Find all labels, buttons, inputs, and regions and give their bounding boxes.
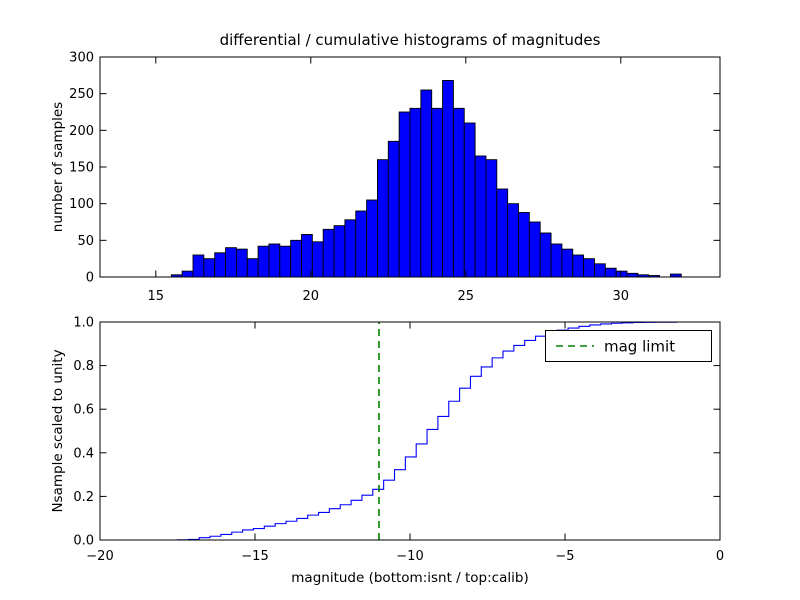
y-tick-label: 300 bbox=[69, 51, 94, 66]
hist-bar bbox=[420, 89, 433, 278]
hist-bar bbox=[290, 239, 302, 278]
x-tick-label: −20 bbox=[86, 549, 113, 564]
hist-bar bbox=[203, 258, 216, 278]
y-tick-label: 0.8 bbox=[73, 359, 94, 374]
hist-bar bbox=[268, 243, 281, 278]
hist-bar bbox=[507, 203, 519, 278]
y-tick-label: 100 bbox=[69, 197, 94, 212]
hist-bar bbox=[344, 219, 357, 278]
hist-bar bbox=[257, 245, 270, 278]
hist-bar bbox=[572, 254, 585, 278]
x-tick-label: 0 bbox=[716, 549, 724, 564]
x-tick-label: −15 bbox=[241, 549, 268, 564]
x-tick-label: −5 bbox=[555, 549, 574, 564]
hist-bar bbox=[431, 107, 444, 278]
x-tick-label: 20 bbox=[303, 289, 320, 304]
hist-bar bbox=[452, 107, 465, 278]
legend: mag limit bbox=[545, 330, 712, 362]
hist-bar bbox=[409, 107, 422, 278]
x-tick-label: −10 bbox=[396, 549, 423, 564]
hist-bar bbox=[387, 140, 400, 278]
hist-bar bbox=[561, 248, 574, 278]
hist-bar bbox=[192, 254, 205, 278]
y-tick-label: 1.0 bbox=[73, 316, 94, 331]
hist-bar bbox=[615, 270, 628, 278]
x-tick-label: 30 bbox=[613, 289, 630, 304]
y-tick-label: 0.6 bbox=[73, 403, 94, 418]
hist-bar bbox=[322, 228, 335, 278]
y-tick-label: 0.0 bbox=[73, 534, 94, 549]
y-tick-label: 200 bbox=[69, 124, 94, 139]
bottom-cumulative-axes: −20 −15 −10 −5 0 0.0 0.2 0.4 0.6 0.8 1.0 bbox=[73, 316, 724, 565]
y-tick-label: 50 bbox=[77, 234, 94, 249]
hist-bar bbox=[485, 159, 498, 278]
y-tick-label: 0.4 bbox=[73, 446, 94, 461]
hist-bar bbox=[442, 80, 454, 278]
hist-bar bbox=[366, 199, 378, 278]
x-tick-label: 15 bbox=[148, 289, 165, 304]
hist-bar bbox=[496, 188, 509, 278]
hist-bar bbox=[528, 221, 541, 278]
chart-title: differential / cumulative histograms of … bbox=[220, 31, 601, 49]
hist-bar bbox=[550, 243, 563, 278]
y-tick-label: 250 bbox=[69, 87, 94, 102]
y-tick-label: 150 bbox=[69, 161, 94, 176]
hist-bar bbox=[235, 248, 248, 278]
hist-bar bbox=[539, 232, 552, 278]
hist-bar bbox=[626, 272, 639, 278]
cumulative-step-line bbox=[100, 321, 720, 541]
hist-bar bbox=[604, 267, 617, 278]
hist-bar bbox=[377, 159, 389, 278]
hist-bar bbox=[474, 155, 487, 278]
y-tick-label: 0.2 bbox=[73, 490, 94, 505]
hist-bar bbox=[279, 245, 292, 278]
bottom-y-axis-label: Nsample scaled to unity bbox=[50, 349, 66, 512]
hist-bar bbox=[463, 122, 476, 278]
hist-bar bbox=[355, 210, 368, 278]
hist-bar bbox=[594, 263, 606, 278]
hist-bar bbox=[311, 241, 324, 278]
y-tick-label: 0 bbox=[86, 271, 94, 286]
hist-bar bbox=[214, 252, 226, 278]
hist-bar bbox=[246, 258, 259, 278]
legend-label: mag limit bbox=[604, 338, 675, 356]
hist-bar bbox=[181, 270, 194, 278]
hist-bar bbox=[518, 212, 530, 278]
x-tick-label: 25 bbox=[458, 289, 475, 304]
top-y-axis-label: number of samples bbox=[50, 102, 66, 232]
hist-bar bbox=[333, 225, 346, 278]
hist-bar bbox=[583, 258, 595, 278]
hist-bar bbox=[398, 111, 411, 278]
bottom-x-axis-label: magnitude (bottom:isnt / top:calib) bbox=[291, 570, 528, 586]
hist-bar bbox=[225, 247, 237, 278]
